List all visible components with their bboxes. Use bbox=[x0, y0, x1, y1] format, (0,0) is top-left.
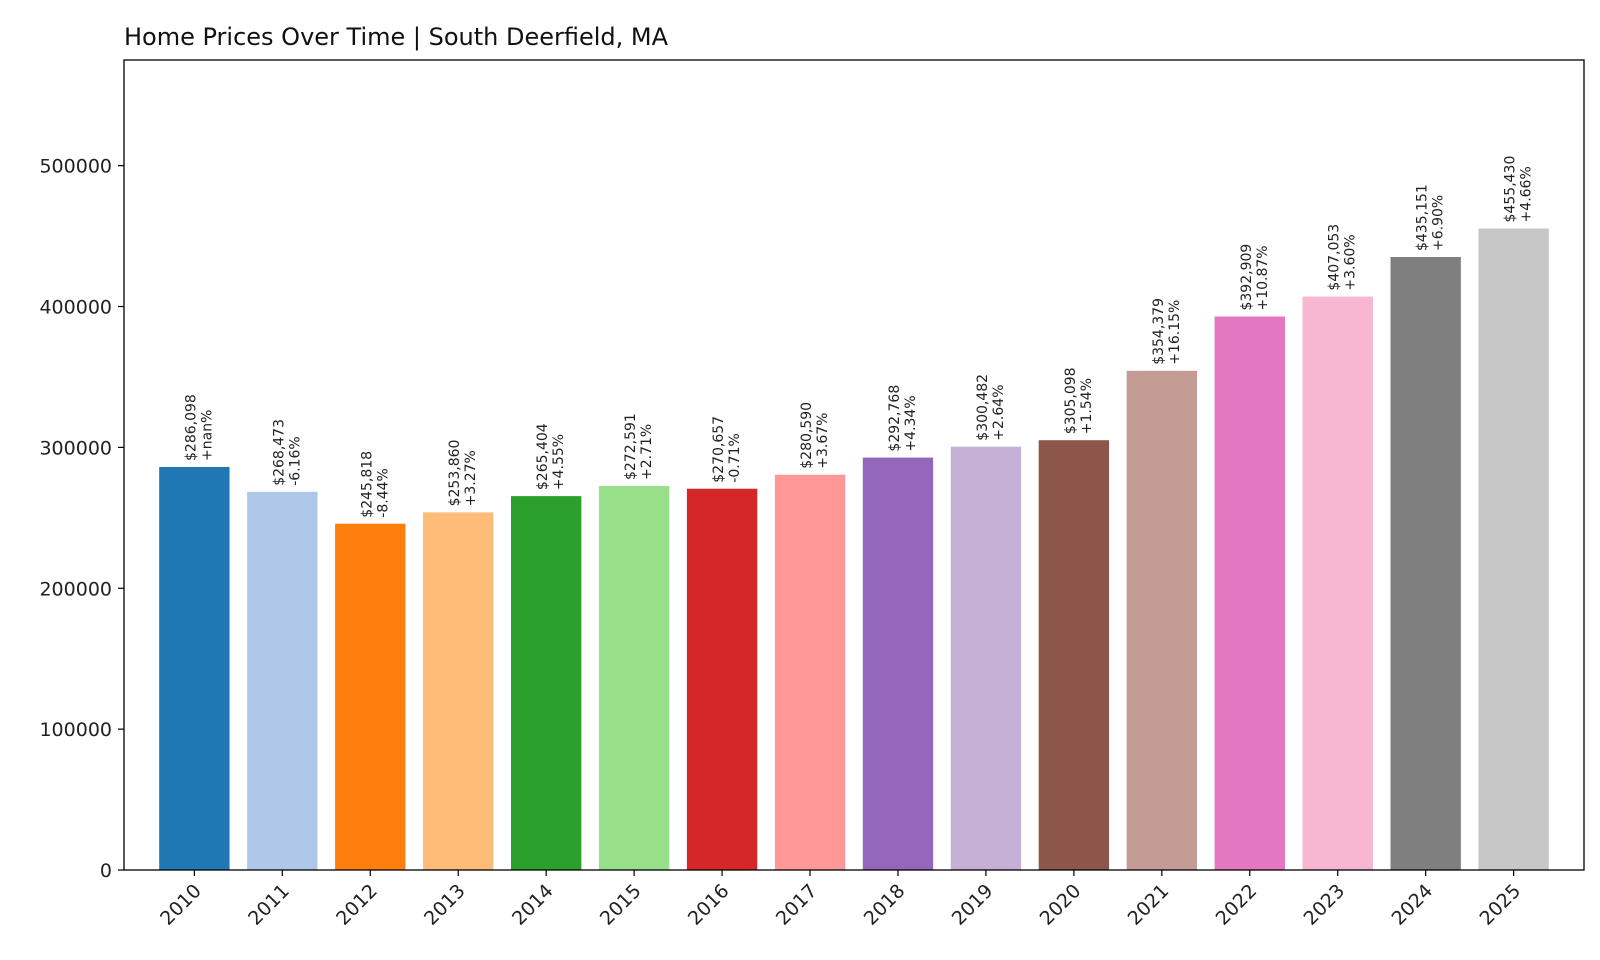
bar-2018 bbox=[862, 457, 934, 870]
x-tick-label-2015: 2015 bbox=[596, 880, 646, 930]
bar-2014 bbox=[510, 496, 582, 870]
value-label-2015: $272,591 bbox=[623, 413, 639, 480]
bar-2016 bbox=[686, 488, 758, 870]
chart-title: Home Prices Over Time | South Deerfield,… bbox=[124, 23, 669, 51]
bar-label-2017: $280,590 +3.67% bbox=[799, 402, 831, 469]
change-label-2019: +2.64% bbox=[991, 384, 1007, 440]
bar-labels-group: $286,098 +nan% $268,473 -6.16% $245,818 -8.44… bbox=[183, 156, 1534, 518]
bar-label-2011: $268,473 -6.16% bbox=[271, 419, 303, 486]
bar-2019 bbox=[950, 446, 1022, 870]
bar-label-2022: $392,909 +10.87% bbox=[1239, 244, 1271, 311]
x-tick-label-2010: 2010 bbox=[156, 880, 206, 930]
bar-label-2019: $300,482 +2.64% bbox=[975, 374, 1007, 441]
value-label-2017: $280,590 bbox=[799, 402, 815, 469]
y-axis: 0 100000 200000 300000 400000 500000 bbox=[39, 156, 124, 882]
change-label-2021: +16.15% bbox=[1167, 300, 1183, 365]
change-label-2011: -6.16% bbox=[287, 436, 303, 486]
x-tick-label-2017: 2017 bbox=[772, 880, 822, 930]
change-label-2014: +4.55% bbox=[551, 434, 567, 490]
x-tick-label-2021: 2021 bbox=[1124, 880, 1174, 930]
bar-2022 bbox=[1214, 316, 1285, 870]
value-label-2013: $253,860 bbox=[447, 440, 463, 507]
value-label-2023: $407,053 bbox=[1327, 224, 1343, 291]
bars-group bbox=[159, 228, 1549, 871]
value-label-2020: $305,098 bbox=[1063, 367, 1079, 434]
x-tick-label-2025: 2025 bbox=[1475, 880, 1525, 930]
x-tick-label-2011: 2011 bbox=[244, 880, 294, 930]
y-tick-label-400000: 400000 bbox=[39, 297, 112, 319]
x-axis: 2010 2011 2012 2013 2014 2015 2016 2017 2018 2019… bbox=[156, 870, 1525, 930]
bar-2011 bbox=[247, 491, 318, 870]
bar-label-2025: $455,430 +4.66% bbox=[1503, 156, 1535, 223]
bar-label-2012: $245,818 -8.44% bbox=[359, 451, 391, 518]
x-tick-label-2012: 2012 bbox=[332, 880, 382, 930]
value-label-2011: $268,473 bbox=[271, 419, 287, 486]
change-label-2012: -8.44% bbox=[375, 468, 391, 518]
bar-label-2010: $286,098 +nan% bbox=[183, 394, 215, 461]
x-tick-label-2023: 2023 bbox=[1300, 880, 1350, 930]
change-label-2010: +nan% bbox=[199, 410, 215, 461]
bar-2013 bbox=[423, 512, 494, 870]
bar-2020 bbox=[1038, 440, 1110, 870]
bar-2012 bbox=[335, 523, 406, 870]
value-label-2016: $270,657 bbox=[711, 416, 727, 483]
bar-2015 bbox=[598, 486, 670, 870]
x-tick-label-2022: 2022 bbox=[1212, 880, 1262, 930]
bar-2023 bbox=[1302, 296, 1373, 871]
bar-2021 bbox=[1126, 370, 1198, 870]
change-label-2018: +4.34% bbox=[903, 395, 919, 451]
x-tick-label-2016: 2016 bbox=[684, 880, 734, 930]
y-tick-label-100000: 100000 bbox=[39, 719, 112, 741]
change-label-2022: +10.87% bbox=[1255, 245, 1271, 310]
value-label-2022: $392,909 bbox=[1239, 244, 1255, 311]
change-label-2024: +6.90% bbox=[1431, 195, 1447, 251]
bar-label-2023: $407,053 +3.60% bbox=[1327, 224, 1359, 291]
change-label-2017: +3.67% bbox=[815, 413, 831, 469]
bar-label-2021: $354,379 +16.15% bbox=[1151, 298, 1183, 365]
x-tick-label-2024: 2024 bbox=[1387, 880, 1437, 930]
value-label-2018: $292,768 bbox=[887, 385, 903, 452]
bar-label-2016: $270,657 -0.71% bbox=[711, 416, 743, 483]
x-tick-label-2013: 2013 bbox=[420, 880, 470, 930]
x-tick-label-2018: 2018 bbox=[860, 880, 910, 930]
value-label-2019: $300,482 bbox=[975, 374, 991, 441]
value-label-2010: $286,098 bbox=[183, 394, 199, 461]
bar-2025 bbox=[1478, 228, 1549, 870]
x-tick-label-2014: 2014 bbox=[508, 880, 558, 930]
bar-label-2020: $305,098 +1.54% bbox=[1063, 367, 1095, 434]
bar-label-2013: $253,860 +3.27% bbox=[447, 440, 479, 507]
bar-2024 bbox=[1390, 257, 1461, 871]
value-label-2025: $455,430 bbox=[1503, 156, 1519, 223]
bar-label-2018: $292,768 +4.34% bbox=[887, 385, 919, 452]
x-tick-label-2019: 2019 bbox=[948, 880, 998, 930]
bar-2010 bbox=[159, 466, 230, 870]
y-tick-label-300000: 300000 bbox=[39, 437, 112, 459]
change-label-2013: +3.27% bbox=[463, 450, 479, 506]
bar-label-2014: $265,404 +4.55% bbox=[535, 423, 567, 490]
y-tick-label-500000: 500000 bbox=[39, 156, 112, 178]
value-label-2014: $265,404 bbox=[535, 423, 551, 490]
bar-2017 bbox=[774, 474, 846, 870]
y-tick-label-200000: 200000 bbox=[39, 578, 112, 600]
change-label-2020: +1.54% bbox=[1079, 378, 1095, 434]
bar-label-2024: $435,151 +6.90% bbox=[1415, 184, 1447, 251]
x-tick-label-2020: 2020 bbox=[1036, 880, 1086, 930]
value-label-2021: $354,379 bbox=[1151, 298, 1167, 365]
change-label-2015: +2.71% bbox=[639, 424, 655, 480]
y-tick-label-0: 0 bbox=[100, 860, 112, 882]
value-label-2012: $245,818 bbox=[359, 451, 375, 518]
bar-label-2015: $272,591 +2.71% bbox=[623, 413, 655, 480]
value-label-2024: $435,151 bbox=[1415, 184, 1431, 251]
change-label-2016: -0.71% bbox=[727, 433, 743, 483]
plot-frame bbox=[123, 59, 1585, 871]
change-label-2025: +4.66% bbox=[1519, 166, 1535, 222]
change-label-2023: +3.60% bbox=[1343, 234, 1359, 290]
